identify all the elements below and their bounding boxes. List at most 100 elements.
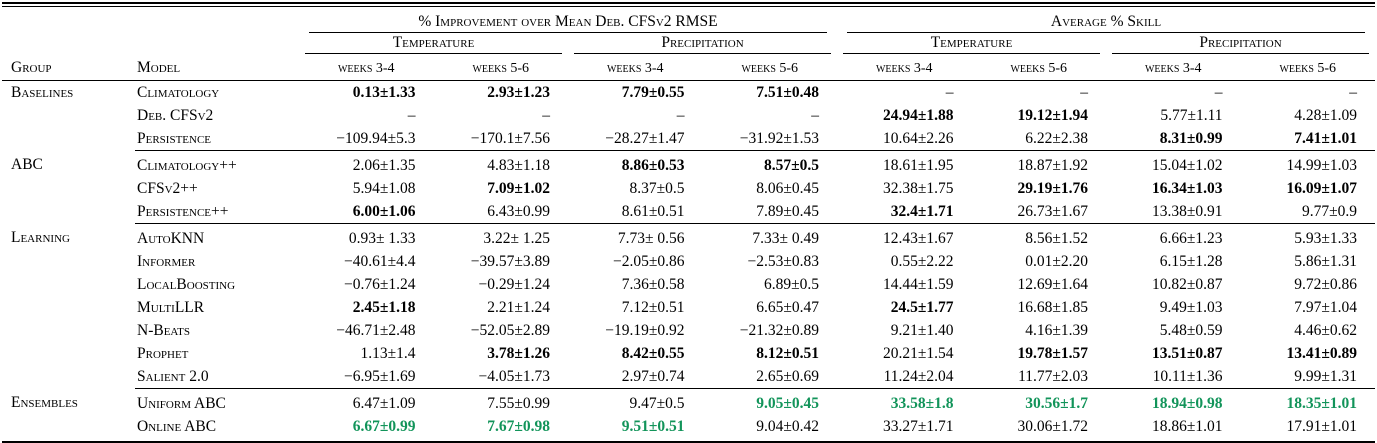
group-label bbox=[2, 273, 135, 296]
group-label bbox=[2, 342, 135, 365]
value-cell: 26.73±1.67 bbox=[1017, 202, 1088, 220]
table-row: ABC Climatology++ 2.06±1.35 4.83±1.18 8.86±0… bbox=[2, 150, 1375, 177]
table-row: Online ABC 6.67±0.99 7.67±0.98 9.51±0.51 9.0… bbox=[2, 415, 1375, 438]
table-row: Baselines Climatology 0.13±1.33 2.93±1.23 7.… bbox=[2, 81, 1375, 105]
value-cell: 15.04±1.02 bbox=[1106, 150, 1241, 177]
value-cell: 8.06±0.45 bbox=[756, 179, 819, 197]
column-header-weeks: weeks 3-4 bbox=[568, 54, 703, 81]
value-cell: 16.09±1.07 bbox=[1286, 179, 1357, 197]
model-name: CFSv2++ bbox=[137, 179, 198, 197]
value-cell: 19.12±1.94 bbox=[1017, 106, 1088, 124]
value-cell: 9.77±0.9 bbox=[1301, 202, 1357, 220]
value-cell: −39.57±3.89 bbox=[470, 252, 550, 270]
value-cell: −46.71±2.48 bbox=[336, 321, 416, 339]
value-cell: 2.97±0.74 bbox=[621, 367, 685, 385]
value-cell: 8.37±0.5 bbox=[629, 179, 685, 197]
table-row: LocalBoosting −0.76±1.24 −0.29±1.24 7.36±0.… bbox=[2, 273, 1375, 296]
group-label: ABC bbox=[11, 156, 43, 174]
value-cell: 6.43±0.99 bbox=[487, 202, 550, 220]
value-cell: – bbox=[676, 106, 685, 124]
value-cell: 32.4±1.71 bbox=[890, 202, 954, 220]
value-cell: −6.95±1.69 bbox=[344, 367, 416, 385]
value-cell: 7.41±1.01 bbox=[1294, 129, 1357, 147]
value-cell: 7.89±0.45 bbox=[756, 202, 819, 220]
table-row: Ensembles Uniform ABC 6.47±1.09 7.55±0.99 9.… bbox=[2, 388, 1375, 415]
value-cell: 11.24±2.04 bbox=[883, 367, 954, 385]
value-cell: 12.69±1.64 bbox=[1017, 275, 1088, 293]
value-cell: 18.86±1.01 bbox=[1151, 417, 1223, 435]
value-cell: – bbox=[542, 106, 550, 124]
table-row: MultiLLR 2.45±1.18 2.21±1.24 7.12±0.51 6.65±… bbox=[2, 296, 1375, 319]
table-row: CFSv2++ 5.94±1.08 7.09±1.02 8.37±0.5 8.06±0.… bbox=[2, 177, 1375, 200]
model-name: Deb. CFSv2 bbox=[137, 106, 214, 124]
value-cell: 7.12±0.51 bbox=[621, 298, 685, 316]
value-cell: 7.67±0.98 bbox=[487, 417, 550, 435]
value-cell: – bbox=[945, 83, 954, 101]
group-label bbox=[2, 104, 135, 127]
value-cell: 2.65±0.69 bbox=[756, 367, 819, 385]
value-cell: 6.65±0.47 bbox=[756, 298, 819, 316]
value-cell: 3.22± 1.25 bbox=[433, 223, 568, 250]
column-header-weeks: weeks 3-4 bbox=[1106, 54, 1241, 81]
header-spacer bbox=[2, 9, 299, 33]
group-label bbox=[2, 415, 135, 438]
table-row: Deb. CFSv2 – – – – 24.94±1.88 19.12±1.94 5.77±1… bbox=[2, 104, 1375, 127]
value-cell: 20.21±1.54 bbox=[882, 344, 954, 362]
group-label bbox=[2, 200, 135, 224]
value-cell: 18.35±1.01 bbox=[1240, 388, 1375, 415]
subgroup-precipitation-1: Precipitation bbox=[568, 33, 837, 54]
results-table: % Improvement over Mean Deb. CFSv2 RMSE … bbox=[2, 9, 1375, 438]
value-cell: 7.33± 0.49 bbox=[702, 223, 837, 250]
column-header-model: Model bbox=[135, 54, 299, 81]
model-name: Prophet bbox=[137, 344, 189, 362]
value-cell: 6.00±1.06 bbox=[352, 202, 416, 220]
value-cell: 18.61±1.95 bbox=[837, 150, 972, 177]
value-cell: −2.53±0.83 bbox=[747, 252, 820, 270]
value-cell: −40.61±4.4 bbox=[344, 252, 416, 270]
value-cell: 6.47±1.09 bbox=[299, 388, 434, 415]
model-name: Persistence++ bbox=[137, 202, 229, 220]
model-name: Persistence bbox=[137, 129, 212, 147]
value-cell: 9.05±0.45 bbox=[702, 388, 837, 415]
value-cell: 0.13±1.33 bbox=[352, 83, 416, 101]
value-cell: −28.27±1.47 bbox=[605, 129, 685, 147]
value-cell: −2.05±0.86 bbox=[613, 252, 685, 270]
subgroup-temperature-1: Temperature bbox=[299, 33, 568, 54]
column-header-weeks: weeks 5-6 bbox=[702, 54, 837, 81]
value-cell: −4.05±1.73 bbox=[478, 367, 551, 385]
table-row: Salient 2.0 −6.95±1.69 −4.05±1.73 2.97±0.74… bbox=[2, 365, 1375, 389]
subgroup-temperature-2: Temperature bbox=[837, 33, 1106, 54]
value-cell: 17.91±1.01 bbox=[1286, 417, 1357, 435]
group-label bbox=[2, 127, 135, 151]
value-cell: 4.28±1.09 bbox=[1294, 106, 1357, 124]
value-cell: 5.86±1.31 bbox=[1294, 252, 1357, 270]
column-header-weeks: weeks 3-4 bbox=[837, 54, 972, 81]
value-cell: 18.94±0.98 bbox=[1106, 388, 1241, 415]
value-cell: 7.79±0.55 bbox=[621, 83, 685, 101]
value-cell: 6.67±0.99 bbox=[352, 417, 416, 435]
subgroup-label: Temperature bbox=[305, 34, 562, 54]
value-cell: 4.83±1.18 bbox=[433, 150, 568, 177]
value-cell: 5.77±1.11 bbox=[1160, 106, 1223, 124]
table-row: Persistence++ 6.00±1.06 6.43±0.99 8.61±0.51… bbox=[2, 200, 1375, 224]
subgroup-label: Precipitation bbox=[1112, 34, 1369, 54]
value-cell: 9.99±1.31 bbox=[1294, 367, 1357, 385]
table-row: Persistence −109.94±5.3 −170.1±7.56 −28.27±… bbox=[2, 127, 1375, 151]
value-cell: 16.68±1.85 bbox=[1017, 298, 1088, 316]
value-cell: 24.94±1.88 bbox=[882, 106, 954, 124]
value-cell: 33.27±1.71 bbox=[882, 417, 954, 435]
value-cell: 7.51±0.48 bbox=[756, 83, 819, 101]
value-cell: 0.93± 1.33 bbox=[299, 223, 434, 250]
value-cell: 19.78±1.57 bbox=[1017, 344, 1088, 362]
model-name: Informer bbox=[137, 252, 196, 270]
column-header-group: Group bbox=[2, 54, 135, 81]
column-header-weeks: weeks 5-6 bbox=[1240, 54, 1375, 81]
subgroup-precipitation-2: Precipitation bbox=[1106, 33, 1375, 54]
model-name: MultiLLR bbox=[137, 298, 205, 316]
model-name: Online ABC bbox=[137, 417, 217, 435]
value-cell: 10.64±2.26 bbox=[882, 129, 954, 147]
value-cell: 9.21±1.40 bbox=[890, 321, 954, 339]
value-cell: 9.04±0.42 bbox=[756, 417, 819, 435]
value-cell: 9.49±1.03 bbox=[1159, 298, 1223, 316]
value-cell: 5.94±1.08 bbox=[352, 179, 416, 197]
